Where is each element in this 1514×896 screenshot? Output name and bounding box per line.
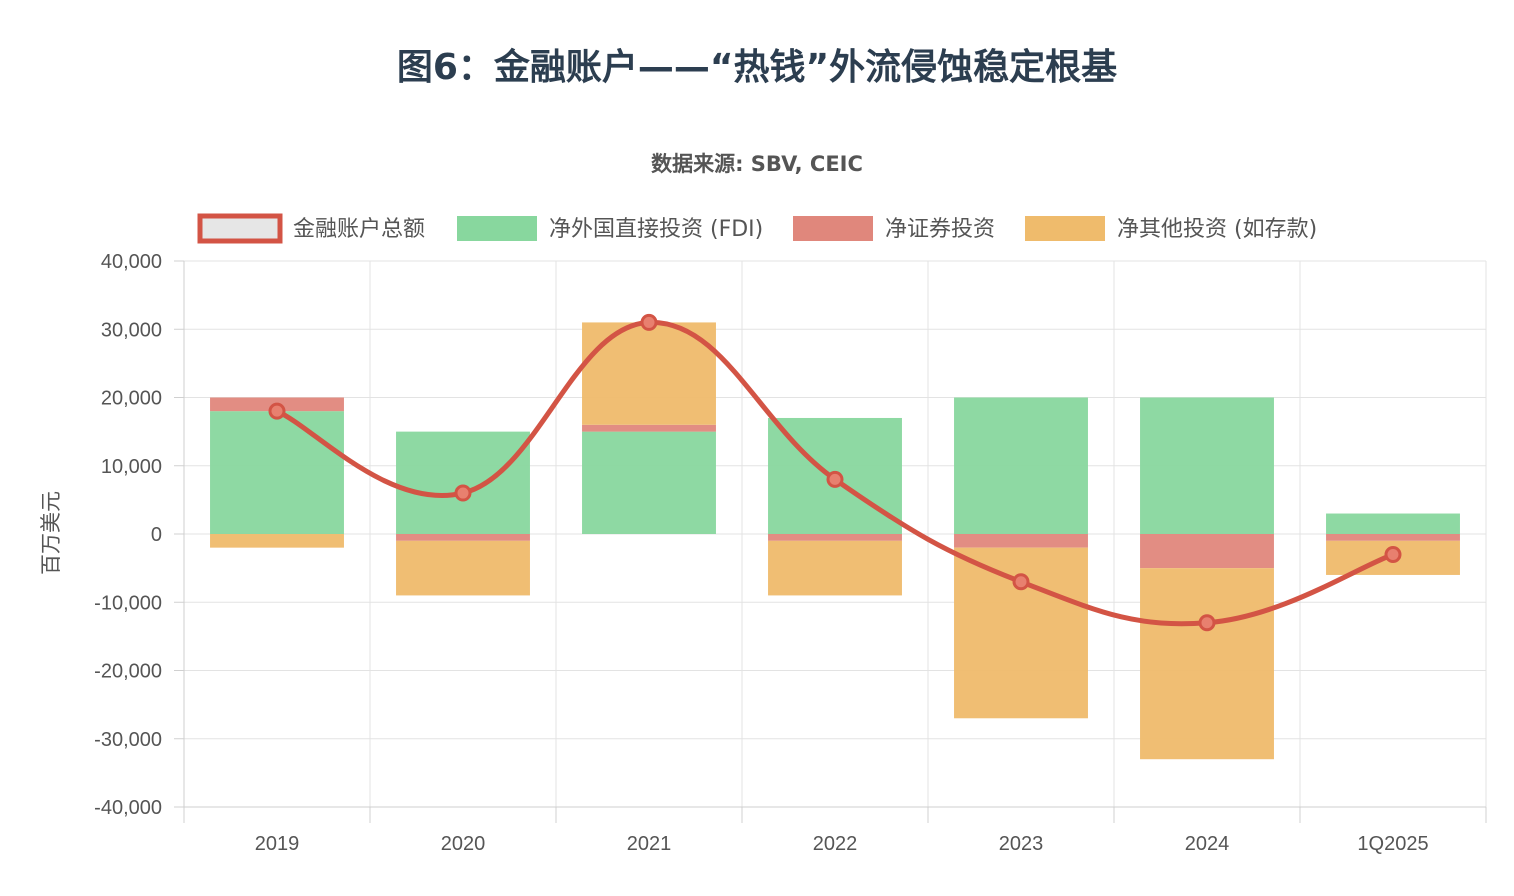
bar [768,540,902,596]
x-tick-label: 2021 [627,833,672,855]
line-point [1012,573,1030,591]
bar [1326,534,1460,541]
legend-label: 净其他投资 (如存款) [1117,217,1317,242]
x-tick-label: 2022 [813,833,858,855]
bar [582,431,716,534]
legend-swatch [1025,216,1105,241]
bar [210,411,344,534]
line-point [640,313,658,331]
bar [582,322,716,425]
legend-label: 净外国直接投资 (FDI) [549,217,763,242]
y-tick-label: 40,000 [101,251,162,273]
x-tick-label: 2023 [999,833,1044,855]
legend-label: 净证券投资 [885,217,995,242]
legend-item: 金融账户总额 [197,213,425,244]
legend: 金融账户总额 净外国直接投资 (FDI) 净证券投资 净其他投资 (如存款) [197,213,1317,244]
bar [396,540,530,596]
legend-swatch [793,216,873,241]
y-tick-label: -20,000 [94,661,162,683]
bar [1140,568,1274,760]
bar [954,534,1088,548]
legend-item: 净外国直接投资 (FDI) [457,216,763,242]
bar [210,534,344,548]
bar [396,534,530,541]
bar [582,424,716,432]
line-point [1198,614,1216,632]
y-axis-title: 百万美元 [39,491,63,575]
legend-label: 金融账户总额 [293,217,425,242]
y-tick-label: 30,000 [101,319,162,341]
y-tick-label: 10,000 [101,456,162,478]
bar [1326,513,1460,534]
line-point [454,484,472,502]
y-tick-label: -10,000 [94,592,162,614]
chart-title: 图6：金融账户——“热钱”外流侵蚀稳定根基 [396,47,1118,88]
x-tick-label: 2024 [1185,833,1230,855]
y-tick-label: -30,000 [94,729,162,751]
legend-item: 净证券投资 [793,216,995,242]
legend-swatch [197,213,283,244]
y-tick-label: 20,000 [101,388,162,410]
legend-item: 净其他投资 (如存款) [1025,216,1317,242]
bar [954,547,1088,719]
chart-subtitle: 数据来源: SBV, CEIC [651,152,863,176]
bar [954,397,1088,534]
line-point [1384,545,1402,563]
x-tick-label: 2020 [441,833,486,855]
bar [768,534,902,541]
y-tick-label: -40,000 [94,797,162,819]
total-line-layer [268,313,1402,632]
legend-swatch [457,216,537,241]
bar [396,431,530,534]
bar [1140,534,1274,569]
bar [1140,397,1274,534]
x-tick-label: 1Q2025 [1357,833,1428,855]
bars-layer [210,322,1460,760]
x-tick-label: 2019 [255,833,300,855]
line-point [268,402,286,420]
axes-layer: 40,000 30,000 20,000 10,000 0 -10,000 -20,000 -… [94,251,1487,855]
line-point [826,470,844,488]
y-tick-label: 0 [151,524,162,546]
